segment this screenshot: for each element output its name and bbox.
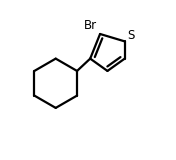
Text: S: S bbox=[127, 29, 134, 42]
Text: Br: Br bbox=[84, 19, 97, 32]
